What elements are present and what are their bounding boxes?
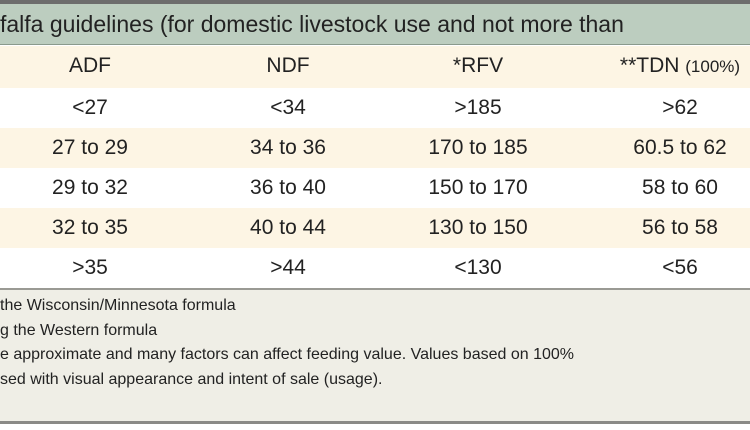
cell-ndf: 36 to 40 bbox=[250, 176, 326, 199]
cell-rfv: <130 bbox=[454, 256, 502, 279]
cell-adf: >35 bbox=[72, 256, 108, 279]
table-row: >35 >44 <130 <56 bbox=[0, 248, 750, 288]
cell-adf: 27 to 29 bbox=[52, 136, 128, 159]
cell-ndf: <34 bbox=[270, 96, 306, 119]
cell-rfv: 170 to 185 bbox=[428, 136, 528, 159]
footnote: sed with visual appearance and intent of… bbox=[0, 370, 383, 388]
header-rfv: *RFV bbox=[452, 54, 504, 77]
cell-adf: <27 bbox=[72, 96, 108, 119]
table-row: 29 to 32 36 to 40 150 to 170 58 to 60 bbox=[0, 168, 750, 208]
cell-tdn: >62 bbox=[662, 96, 698, 119]
table-row: 32 to 35 40 to 44 130 to 150 56 to 58 bbox=[0, 208, 750, 248]
table-row: <27 <34 >185 >62 bbox=[0, 88, 750, 128]
cell-adf: 29 to 32 bbox=[52, 176, 128, 199]
header-ndf: NDF bbox=[266, 54, 310, 77]
cell-tdn: 56 to 58 bbox=[642, 216, 718, 239]
table-footnotes: the Wisconsin/Minnesota formula g the We… bbox=[0, 288, 750, 424]
cell-tdn: <56 bbox=[662, 256, 698, 279]
table-row: 27 to 29 34 to 36 170 to 185 60.5 to 62 bbox=[0, 128, 750, 168]
cell-ndf: >44 bbox=[270, 256, 306, 279]
cell-rfv: 150 to 170 bbox=[428, 176, 528, 199]
footnote: g the Western formula bbox=[0, 321, 158, 339]
cell-rfv: >185 bbox=[454, 96, 502, 119]
table-top-border bbox=[0, 0, 750, 4]
table-title: falfa guidelines (for domestic livestock… bbox=[0, 4, 750, 45]
footnote: e approximate and many factors can affec… bbox=[0, 346, 574, 363]
cell-ndf: 34 to 36 bbox=[250, 136, 326, 159]
header-adf: ADF bbox=[69, 54, 111, 77]
header-tdn-suffix: (100%) bbox=[685, 57, 741, 76]
cell-adf: 32 to 35 bbox=[52, 216, 128, 239]
cell-tdn: 60.5 to 62 bbox=[633, 136, 727, 159]
header-tdn-label: **TDN bbox=[619, 54, 680, 77]
table-header-row: ADF NDF *RFV **TDN (100%) bbox=[0, 46, 750, 88]
cell-rfv: 130 to 150 bbox=[428, 216, 528, 239]
cell-tdn: 58 to 60 bbox=[642, 176, 718, 199]
footnote: the Wisconsin/Minnesota formula bbox=[0, 297, 236, 314]
header-tdn: **TDN (100%) bbox=[580, 46, 750, 86]
cell-ndf: 40 to 44 bbox=[250, 216, 326, 239]
